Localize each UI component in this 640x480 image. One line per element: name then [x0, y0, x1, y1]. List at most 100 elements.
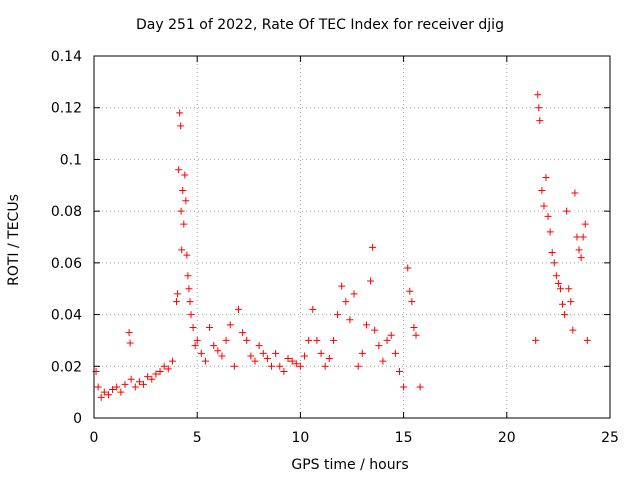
data-point — [550, 259, 558, 267]
data-point — [563, 207, 571, 215]
y-tick-label: 0.14 — [51, 49, 82, 65]
data-point — [184, 272, 192, 280]
data-point — [113, 383, 121, 391]
data-point — [126, 339, 134, 347]
data-point — [292, 360, 300, 368]
data-point — [317, 349, 325, 357]
data-point — [367, 277, 375, 285]
data-point — [187, 311, 195, 319]
data-point — [263, 355, 271, 363]
data-point — [536, 117, 544, 125]
x-tick-label: 5 — [193, 430, 202, 446]
data-point — [177, 122, 185, 130]
data-point — [109, 386, 117, 394]
data-point — [342, 298, 350, 306]
data-point — [369, 243, 377, 251]
y-tick-label: 0.12 — [51, 101, 82, 117]
data-point — [234, 305, 242, 313]
data-point — [131, 383, 139, 391]
data-point — [301, 352, 309, 360]
x-tick-label: 20 — [498, 430, 516, 446]
data-point — [144, 373, 152, 381]
data-point — [259, 349, 267, 357]
data-point — [197, 349, 205, 357]
x-tick-label: 15 — [395, 430, 413, 446]
data-point — [571, 189, 579, 197]
data-point — [542, 174, 550, 182]
data-point — [329, 336, 337, 344]
data-point — [565, 285, 573, 293]
data-point — [183, 251, 191, 259]
data-point — [152, 370, 160, 378]
data-point — [164, 365, 172, 373]
data-point — [410, 324, 418, 331]
data-point — [104, 391, 112, 399]
x-tick-label: 25 — [601, 430, 619, 446]
data-point — [375, 342, 383, 350]
data-point — [100, 388, 108, 396]
data-point — [535, 104, 543, 112]
data-point — [288, 357, 296, 365]
data-point — [554, 280, 562, 288]
data-point — [552, 272, 560, 280]
data-point — [186, 298, 194, 306]
data-point — [94, 383, 102, 391]
data-point — [569, 326, 577, 334]
data-point — [182, 197, 190, 205]
data-point — [121, 380, 129, 388]
data-point — [412, 331, 420, 339]
data-point — [556, 285, 564, 293]
data-point — [230, 362, 238, 370]
data-point — [276, 362, 284, 370]
data-point — [338, 282, 346, 290]
data-point — [189, 324, 197, 331]
data-point — [544, 212, 552, 220]
data-point — [268, 362, 276, 370]
data-point — [416, 383, 424, 391]
data-point — [176, 109, 184, 117]
data-point — [567, 298, 575, 306]
data-point — [573, 233, 581, 241]
data-point — [546, 228, 554, 236]
data-point — [125, 329, 133, 337]
data-point — [325, 355, 333, 363]
data-point — [379, 357, 387, 365]
data-point — [400, 383, 408, 391]
y-tick-label: 0.08 — [51, 204, 82, 220]
data-point — [561, 311, 569, 319]
data-point — [201, 357, 209, 365]
data-point — [239, 329, 247, 337]
y-tick-label: 0.02 — [51, 359, 82, 375]
data-point — [218, 352, 226, 360]
data-point — [383, 336, 391, 344]
data-point — [135, 378, 143, 386]
data-point — [548, 249, 556, 257]
data-point — [247, 352, 255, 360]
plot-border — [93, 55, 611, 419]
data-point — [251, 357, 259, 365]
data-point — [222, 336, 230, 344]
data-point — [284, 355, 292, 363]
data-point — [387, 331, 395, 339]
data-point — [181, 171, 189, 179]
data-point — [148, 375, 156, 383]
x-tick-label: 10 — [291, 430, 309, 446]
data-point — [177, 207, 185, 215]
data-point — [160, 362, 168, 370]
data-point — [305, 336, 313, 344]
data-point — [97, 393, 105, 401]
data-point — [583, 336, 591, 344]
data-point — [272, 349, 280, 357]
x-axis-label: GPS time / hours — [291, 457, 409, 473]
data-point — [406, 287, 414, 295]
data-point — [534, 91, 542, 99]
y-tick-label: 0.1 — [60, 152, 82, 168]
y-tick-label: 0 — [73, 411, 82, 427]
data-point — [296, 362, 304, 370]
data-point — [404, 264, 412, 272]
data-point — [313, 336, 321, 344]
data-point — [255, 342, 263, 350]
data-point — [280, 367, 288, 375]
data-point — [214, 347, 222, 355]
